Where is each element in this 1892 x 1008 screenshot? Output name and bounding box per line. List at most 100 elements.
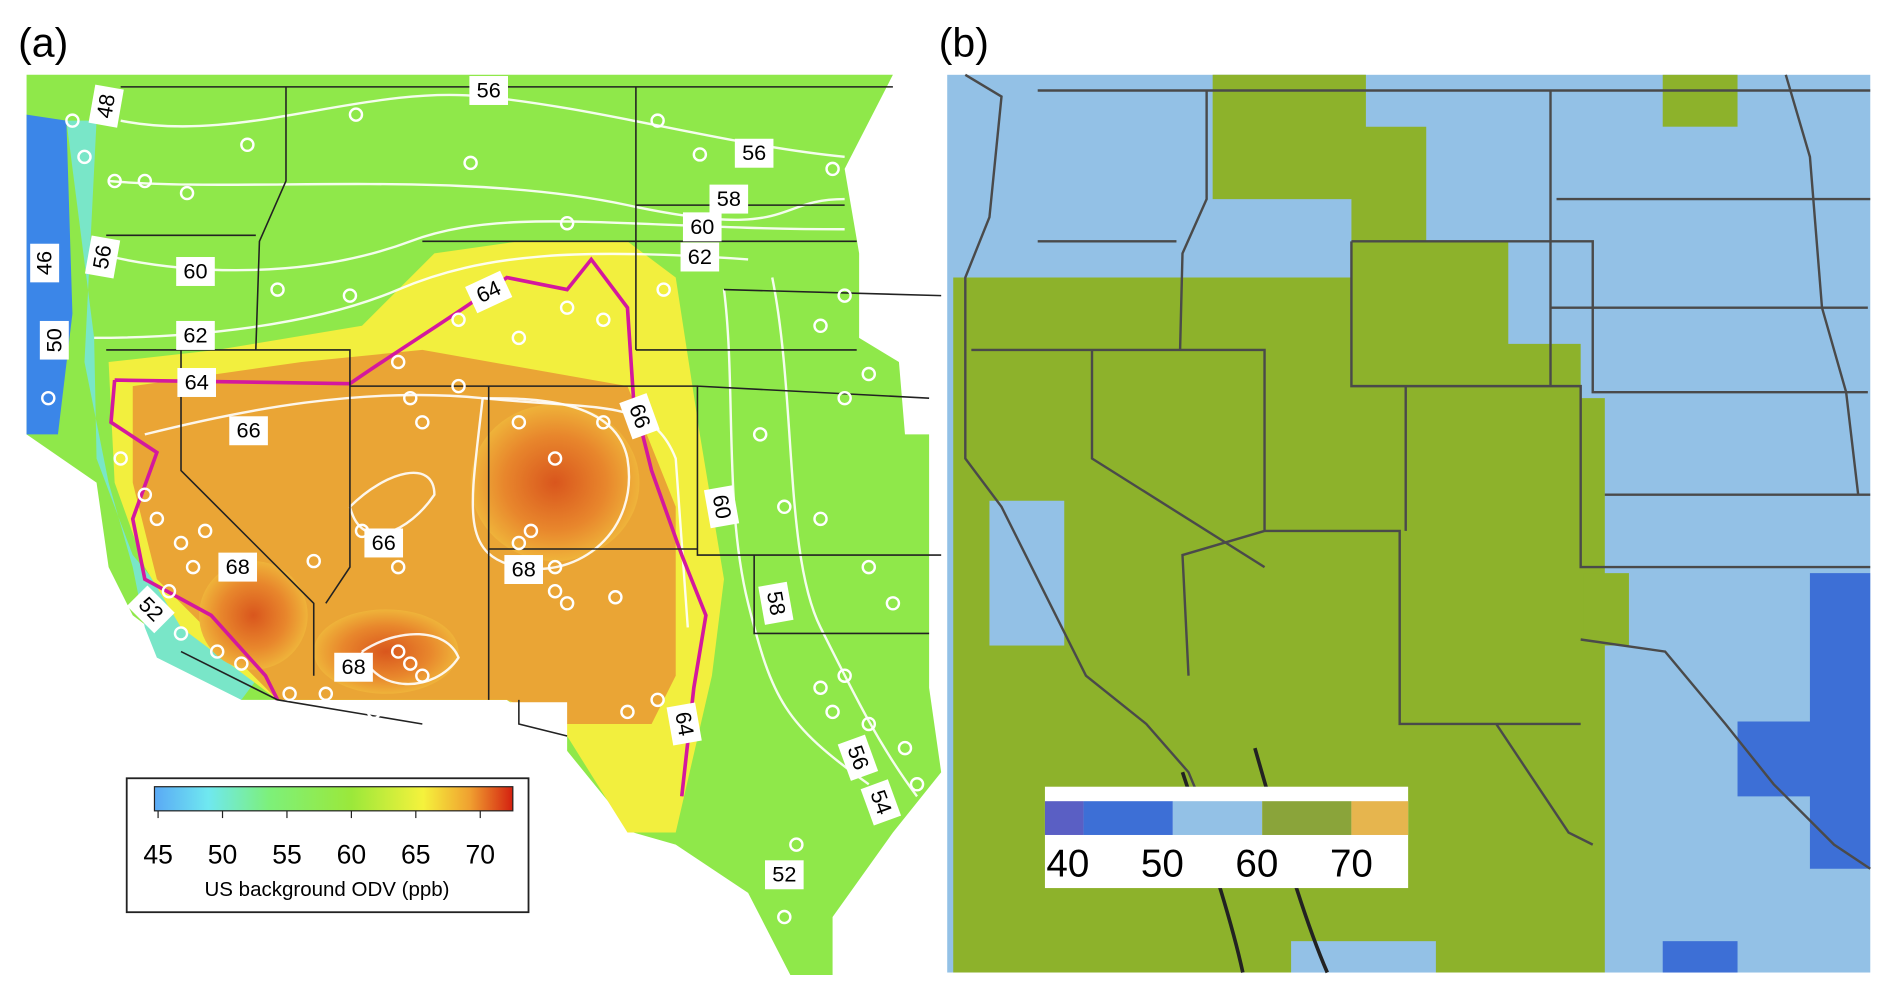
panel-b-map bbox=[947, 73, 1871, 974]
legend-swatch bbox=[1044, 801, 1084, 835]
site-marker bbox=[789, 837, 804, 852]
contour-label-bg bbox=[734, 138, 774, 168]
site-marker bbox=[318, 686, 334, 702]
colorbar-gradient bbox=[153, 786, 514, 812]
legend-swatch bbox=[1172, 801, 1263, 835]
contour-label: 60 bbox=[176, 257, 215, 286]
contour-label: 68 bbox=[218, 552, 258, 582]
contour-label: 54 bbox=[860, 779, 902, 826]
contour-label-bg bbox=[765, 860, 804, 890]
site-marker bbox=[620, 704, 635, 720]
site-marker bbox=[107, 173, 122, 189]
contour-label-bg bbox=[619, 393, 660, 440]
site-marker bbox=[101, 620, 116, 635]
contour-label-text: 52 bbox=[772, 862, 796, 887]
site-marker bbox=[41, 390, 56, 406]
contour-label: 56 bbox=[469, 76, 509, 105]
contour-label: 58 bbox=[709, 184, 749, 214]
site-marker bbox=[897, 740, 913, 756]
hotspot bbox=[199, 561, 308, 670]
contour-label-bg bbox=[177, 368, 217, 397]
contour-label-bg bbox=[837, 734, 879, 781]
contour-label-bg bbox=[758, 581, 794, 625]
site-marker bbox=[837, 288, 852, 303]
contour-label-text: 60 bbox=[690, 214, 714, 239]
site-marker bbox=[861, 366, 877, 382]
contour-label-text: 64 bbox=[670, 710, 699, 738]
contour-label-bg bbox=[860, 779, 902, 826]
site-marker bbox=[65, 113, 80, 128]
site-marker bbox=[777, 499, 792, 515]
site-marker bbox=[596, 415, 611, 430]
site-marker bbox=[403, 656, 418, 671]
coast-cyan bbox=[66, 120, 260, 700]
site-marker bbox=[173, 626, 189, 641]
site-marker bbox=[403, 390, 418, 406]
site-marker bbox=[861, 559, 877, 575]
site-markers bbox=[41, 107, 925, 925]
colorbar-tick-label: 65 bbox=[401, 840, 431, 870]
site-marker bbox=[149, 511, 165, 527]
site-marker bbox=[451, 312, 466, 327]
state-line bbox=[964, 73, 1871, 870]
site-marker bbox=[270, 282, 285, 297]
contour-label-bg bbox=[88, 84, 124, 128]
contour-label-text: 58 bbox=[762, 589, 791, 617]
contour-label: 60 bbox=[682, 212, 722, 242]
site-marker bbox=[415, 415, 430, 430]
category-70-region bbox=[953, 74, 1605, 973]
contour-label: 62 bbox=[176, 320, 215, 350]
site-marker bbox=[692, 147, 708, 162]
contour-label: 62 bbox=[680, 242, 720, 272]
site-marker bbox=[185, 559, 201, 575]
site-marker bbox=[209, 644, 225, 659]
site-marker bbox=[523, 523, 539, 539]
contour-label-text: 58 bbox=[717, 186, 741, 211]
contour-label: 66 bbox=[229, 416, 268, 446]
site-marker bbox=[390, 644, 406, 659]
legend-tick-label: 60 bbox=[1235, 843, 1278, 886]
site-marker bbox=[861, 716, 877, 732]
colorbar-tick-label: 45 bbox=[143, 840, 173, 870]
contour-label-bg bbox=[666, 702, 702, 746]
contour-label: 66 bbox=[364, 528, 404, 558]
contour-label-bg bbox=[126, 585, 175, 634]
contour-label: 56 bbox=[837, 734, 879, 781]
site-marker bbox=[451, 378, 466, 394]
contour-label-text: 68 bbox=[341, 654, 365, 679]
site-marker bbox=[813, 318, 828, 334]
contour-line bbox=[360, 633, 460, 686]
site-marker bbox=[559, 596, 575, 611]
contour-line bbox=[722, 289, 870, 786]
contour-label: 50 bbox=[39, 320, 69, 360]
site-marker bbox=[390, 559, 406, 575]
contour-label-bg bbox=[680, 242, 720, 272]
site-marker bbox=[559, 215, 575, 231]
contour-label-text: 62 bbox=[688, 244, 712, 269]
site-marker bbox=[813, 511, 828, 527]
contour-label-bg bbox=[176, 257, 215, 286]
site-marker bbox=[547, 559, 563, 575]
contour-label: 68 bbox=[334, 652, 373, 682]
site-marker bbox=[547, 451, 563, 466]
site-marker bbox=[137, 487, 153, 502]
contour-label-bg bbox=[703, 485, 740, 529]
category-60-region bbox=[989, 500, 1065, 646]
contour-label: 56 bbox=[84, 235, 121, 279]
legend-b: 40 50 60 70 bbox=[1044, 786, 1409, 889]
colorbar-label: US background ODV (ppb) bbox=[205, 878, 450, 901]
contour-label-text: 60 bbox=[183, 258, 207, 283]
contour-label-text: 66 bbox=[372, 530, 396, 555]
contour-label-bg bbox=[229, 416, 268, 446]
site-marker bbox=[650, 692, 665, 708]
site-marker bbox=[113, 451, 128, 466]
contour-label-bg bbox=[84, 235, 121, 279]
contour-label: 58 bbox=[758, 581, 794, 625]
category-50-region bbox=[1662, 941, 1738, 973]
contour-label-bg bbox=[39, 320, 69, 360]
contour-label-text: 56 bbox=[88, 243, 117, 271]
contour-label-bg bbox=[334, 652, 373, 682]
contour-label-bg bbox=[469, 76, 509, 105]
site-marker bbox=[137, 173, 153, 189]
